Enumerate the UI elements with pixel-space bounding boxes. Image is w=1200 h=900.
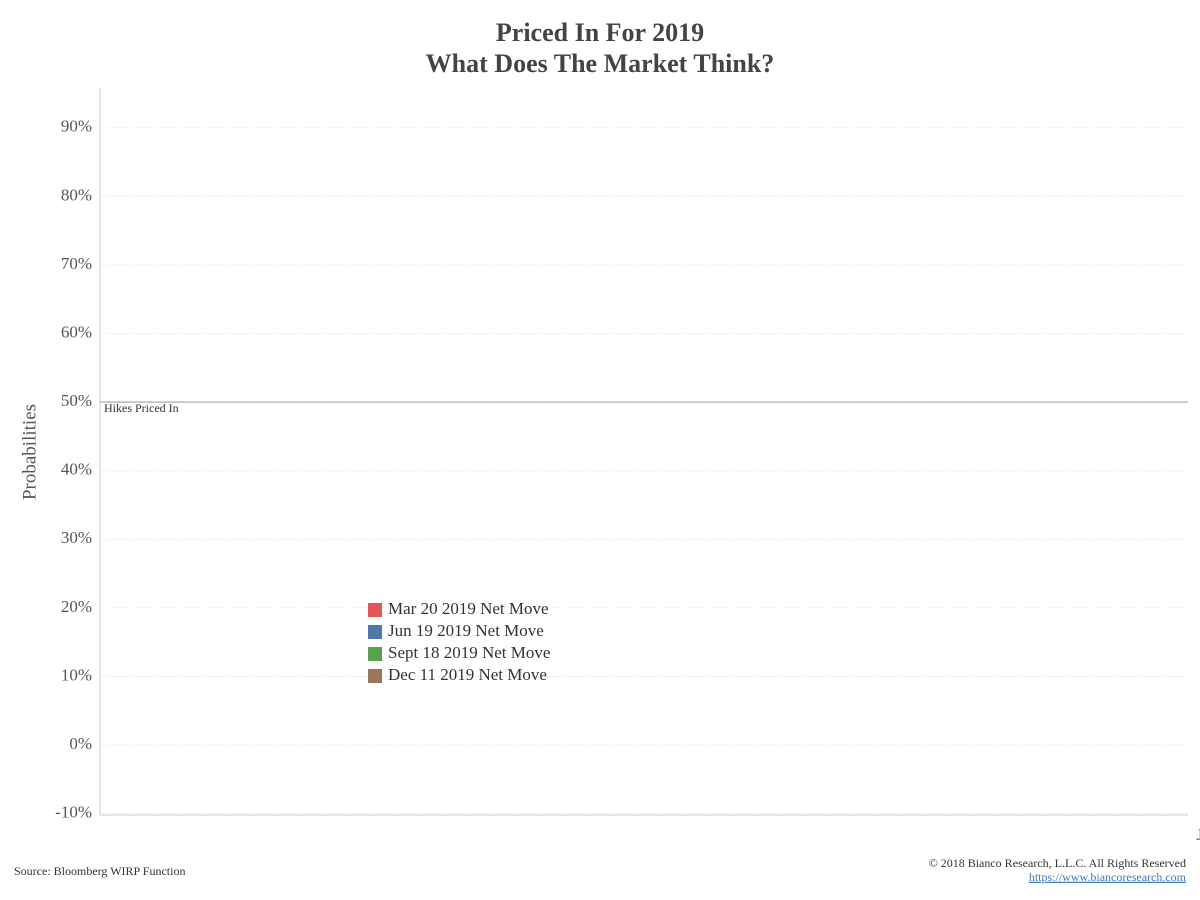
y-tick-label: -10% [55, 803, 92, 822]
y-tick-label: 20% [61, 597, 92, 616]
legend-swatch [368, 603, 382, 617]
y-tick-label: 80% [61, 185, 92, 204]
y-axis-label: Probabilities [19, 404, 40, 500]
x-tick-label: Jan 3 [1196, 825, 1200, 844]
reference-label: Hikes Priced In [104, 401, 179, 415]
y-tick-label: 40% [61, 460, 92, 479]
y-tick-label: 30% [61, 528, 92, 547]
legend-swatch [368, 669, 382, 683]
y-tick-label: 60% [61, 322, 92, 341]
legend-label: Jun 19 2019 Net Move [388, 621, 544, 640]
chart-title: Priced In For 2019 [496, 18, 704, 47]
copyright: © 2018 Bianco Research, L.L.C. All Right… [929, 856, 1186, 870]
legend-label: Dec 11 2019 Net Move [388, 665, 547, 684]
legend-label: Mar 20 2019 Net Move [388, 599, 549, 618]
chart-subtitle: What Does The Market Think? [426, 49, 775, 78]
y-tick-label: 70% [61, 254, 92, 273]
url[interactable]: https://www.biancoresearch.com [1029, 870, 1187, 884]
legend-label: Sept 18 2019 Net Move [388, 643, 550, 662]
y-tick-label: 90% [61, 117, 92, 136]
legend-swatch [368, 647, 382, 661]
y-tick-label: 50% [61, 391, 92, 410]
y-tick-label: 0% [69, 734, 92, 753]
legend-swatch [368, 625, 382, 639]
y-tick-label: 10% [61, 665, 92, 684]
source: Source: Bloomberg WIRP Function [14, 864, 185, 878]
